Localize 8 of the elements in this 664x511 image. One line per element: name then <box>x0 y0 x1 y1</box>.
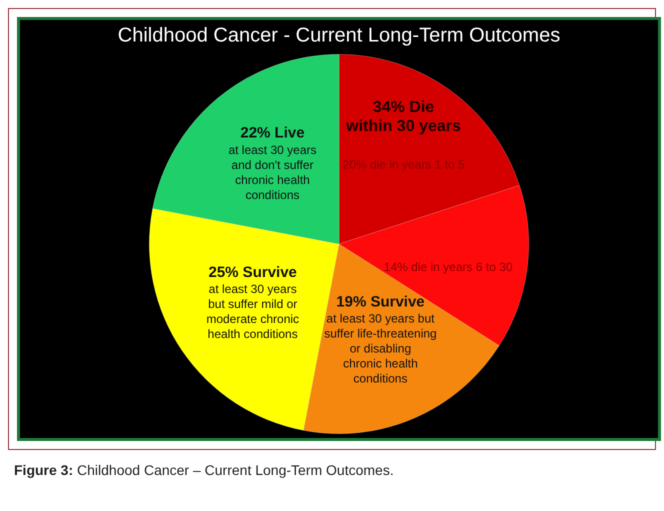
slice-label: 25% Survive at least 30 years but suffer mild or moderate chronic health conditions <box>206 264 300 341</box>
slice-label: 20% die in years 1 to 5 <box>342 157 466 172</box>
slice-label: 19% Survive at least 30 years but suffer life-threatening or disabling chronic health conditions <box>324 293 437 386</box>
slice-label: 14% die in years 6 to 30 <box>384 260 513 274</box>
chart-title: Childhood Cancer - Current Long-Term Outcomes <box>118 24 560 47</box>
caption: Figure 3: Childhood Cancer – Current Long-Term Outcomes. <box>13 462 395 478</box>
text: 34% Die within 30 years <box>345 98 461 135</box>
slice-label: 22% Live at least 30 years and don't suffer chronic health conditions <box>228 124 317 202</box>
